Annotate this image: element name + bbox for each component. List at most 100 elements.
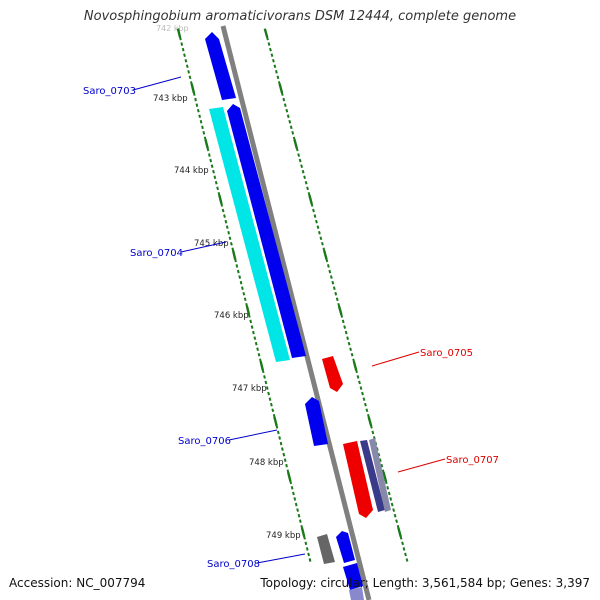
gene-saro-0704[interactable] (227, 104, 306, 358)
right-track-minor-tick (387, 491, 391, 496)
left-track-minor-tick (210, 164, 214, 168)
right-track-minor-tick (304, 180, 308, 185)
gene-label[interactable]: Saro_0704 (130, 248, 183, 259)
right-track-minor-tick (365, 408, 369, 413)
right-track-minor-tick (282, 97, 286, 102)
left-track-minor-tick (289, 480, 293, 485)
gene-label[interactable]: Saro_0705 (420, 348, 473, 359)
left-track-minor-tick (184, 58, 188, 63)
axis-label: 744 kbp (174, 166, 209, 176)
gene-label[interactable]: Saro_0707 (446, 455, 499, 466)
left-track-minor-tick (308, 558, 312, 562)
left-track-major-tick (300, 527, 306, 537)
left-track-minor-tick (180, 42, 184, 46)
left-track-minor-tick (235, 264, 239, 268)
right-track-minor-tick (276, 75, 280, 80)
right-track-major-tick (263, 28, 269, 38)
left-track-minor-tick (216, 186, 219, 191)
left-track-minor-tick (283, 458, 287, 462)
left-track-minor-tick (238, 275, 242, 279)
callout-leader-line (256, 553, 306, 564)
right-track-minor-tick (395, 519, 398, 523)
gene-saro-0709-partial[interactable] (343, 563, 363, 590)
right-track-minor-tick (291, 131, 295, 135)
left-track-minor-tick (264, 380, 268, 385)
left-track-minor-tick (208, 153, 211, 157)
right-track-minor-tick (313, 214, 317, 218)
left-track-minor-tick (304, 541, 308, 546)
right-track-major-tick (367, 416, 373, 427)
right-track-minor-tick (349, 347, 352, 351)
left-track-minor-tick (243, 297, 247, 302)
right-track-minor-tick (343, 325, 347, 329)
left-track-minor-tick (252, 330, 255, 335)
left-track-minor-tick (231, 247, 235, 252)
feature-bottom-partial[interactable] (349, 587, 364, 600)
left-track-minor-tick (227, 230, 230, 235)
left-track-major-tick (218, 194, 223, 205)
left-track-minor-tick (196, 108, 200, 113)
right-track-minor-tick (285, 108, 289, 113)
axis-label: 748 kbp (249, 458, 284, 468)
gene-saro-0705[interactable] (322, 356, 343, 392)
right-track-minor-tick (389, 497, 393, 501)
right-track-minor-tick (267, 42, 271, 46)
right-track-minor-tick (352, 358, 355, 363)
right-track-minor-tick (300, 164, 303, 168)
left-track-minor-tick (303, 536, 306, 540)
right-track-minor-tick (315, 219, 318, 224)
gene-label[interactable]: Saro_0706 (178, 436, 231, 447)
right-track-minor-tick (334, 291, 338, 296)
left-track-minor-tick (230, 241, 233, 246)
right-track-minor-tick (381, 469, 385, 474)
right-track-minor-tick (362, 397, 366, 401)
right-track-minor-tick (340, 314, 344, 318)
right-track-minor-tick (325, 258, 329, 263)
left-track-minor-tick (187, 70, 190, 74)
left-track-minor-tick (242, 291, 246, 296)
right-track-minor-tick (331, 280, 335, 285)
left-track-minor-tick (209, 158, 213, 163)
right-track-minor-tick (346, 336, 349, 340)
right-track-minor-tick (310, 203, 314, 207)
callout-leader-line (180, 241, 227, 253)
gene-saro-0706[interactable] (305, 397, 328, 446)
feature-saro-0707-dark[interactable] (360, 440, 385, 512)
left-track-minor-tick (256, 347, 259, 352)
left-track-minor-tick (221, 208, 225, 213)
right-track-minor-tick (321, 242, 324, 246)
left-track-minor-tick (234, 258, 237, 263)
right-track-major-tick (397, 527, 402, 537)
gene-saro-0707[interactable] (343, 441, 373, 518)
gene-label[interactable]: Saro_0708 (207, 559, 260, 570)
left-track-minor-tick (272, 413, 276, 418)
left-track-minor-tick (300, 524, 304, 529)
left-track-minor-tick (275, 425, 279, 429)
left-track-minor-tick (276, 430, 280, 435)
right-track-minor-tick (386, 486, 390, 490)
left-track-minor-tick (192, 92, 196, 96)
right-track-minor-tick (277, 81, 281, 85)
feature-saro-0708-grey[interactable] (317, 534, 335, 564)
gene-saro-0703[interactable] (205, 32, 236, 100)
right-track-minor-tick (269, 47, 272, 52)
cds-saro-0704[interactable] (209, 107, 290, 362)
left-track-major-tick (190, 83, 196, 94)
gene-label[interactable]: Saro_0703 (83, 86, 136, 97)
left-track-minor-tick (307, 552, 310, 557)
right-track-minor-tick (399, 536, 403, 540)
left-track-minor-tick (253, 336, 257, 340)
left-track-minor-tick (198, 114, 202, 119)
gene-callouts: Saro_0703 Saro_0704 Saro_0705 Saro_0706 Saro… (83, 76, 499, 570)
left-track-minor-tick (299, 519, 302, 523)
right-track-minor-tick (341, 319, 345, 324)
right-track-minor-tick (301, 169, 305, 174)
left-track-major-tick (287, 472, 292, 482)
left-track-minor-tick (241, 286, 244, 290)
feature-saro-0707-light[interactable] (369, 438, 391, 512)
right-track-minor-tick (286, 114, 290, 119)
right-track-major-tick (293, 139, 298, 149)
gene-saro-0708[interactable] (336, 531, 355, 563)
tick-marks (176, 28, 409, 562)
